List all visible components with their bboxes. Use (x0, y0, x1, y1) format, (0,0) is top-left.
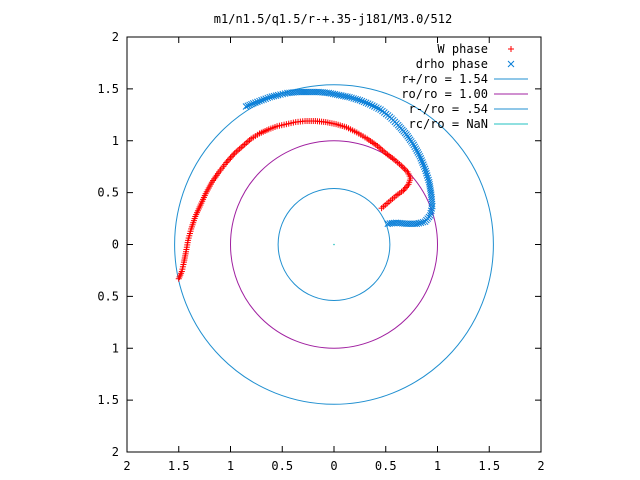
origin-dot (333, 243, 335, 246)
data-point-x (352, 95, 360, 103)
data-point-x (507, 60, 515, 68)
x-tick-label: 1 (434, 459, 441, 473)
data-point-x (350, 95, 358, 102)
data-point-x (371, 103, 378, 110)
reference-circles (174, 84, 494, 405)
data-point-x (384, 220, 392, 228)
data-point-x (362, 99, 370, 107)
data-point-x (264, 94, 272, 102)
data-point-x (373, 104, 380, 111)
data-point-x (254, 98, 261, 106)
legend-label: ro/ro = 1.00 (401, 87, 488, 101)
legend-label: W phase (437, 42, 488, 56)
y-tick-label: 1 (112, 134, 119, 148)
x-tick-label: 2 (123, 459, 130, 473)
data-point-x (375, 105, 382, 112)
reference-circle (174, 84, 494, 405)
data-point-x (425, 176, 432, 184)
data-point-x (421, 165, 429, 173)
data-point-x (413, 147, 421, 154)
data-point-x (412, 145, 420, 153)
data-point-x (427, 209, 435, 217)
data-point-x (258, 96, 265, 104)
data-point-x (268, 93, 276, 101)
reference-circle (277, 187, 391, 302)
data-point-x (417, 219, 425, 227)
data-point-x (417, 155, 425, 162)
x-tick-label: 1.5 (478, 459, 500, 473)
data-point-x (248, 100, 255, 108)
data-point-x (423, 169, 430, 177)
data-point-x (411, 143, 419, 151)
data-point-x (358, 97, 366, 105)
data-point-x (421, 218, 429, 226)
x-tick-label: 0 (330, 459, 337, 473)
data-point-x (420, 163, 428, 171)
y-tick-label: 1 (112, 341, 119, 355)
data-point-x (266, 93, 274, 101)
data-point-x (262, 95, 270, 103)
data-point-x (346, 93, 353, 101)
data-point-x (242, 103, 250, 110)
data-point-x (364, 100, 372, 107)
y-tick-label: 2 (112, 445, 119, 459)
data-point-x (422, 167, 430, 175)
axis-ticks (126, 36, 542, 453)
chart-title: m1/n1.5/q1.5/r-+.35-j181/M3.0/512 (214, 12, 452, 26)
data-point-plus (224, 157, 231, 164)
y-tick-label: 1.5 (97, 82, 119, 96)
data-point-x (386, 220, 394, 227)
x-tick-label: 1.5 (168, 459, 190, 473)
legend-label: r-/ro = .54 (409, 102, 488, 116)
data-point-x (420, 161, 427, 168)
data-point-x (354, 96, 362, 104)
data-point-x (251, 99, 259, 106)
data-point-x (249, 100, 257, 107)
data-point-x (419, 218, 427, 226)
reference-circle (230, 140, 438, 349)
data-point-x (423, 172, 431, 179)
legend-label: r+/ro = 1.54 (401, 72, 488, 86)
data-point-plus (508, 46, 514, 52)
data-point-x (416, 152, 424, 160)
data-point-x (418, 157, 425, 164)
data-point-x (260, 96, 267, 103)
x-tick-label: 0.5 (375, 459, 397, 473)
data-point-x (410, 141, 418, 149)
legend-label: rc/ro = NaN (409, 117, 488, 131)
data-point-plus (226, 156, 233, 163)
data-markers (175, 88, 436, 282)
data-point-x (424, 174, 432, 182)
x-tick-label: 1 (227, 459, 234, 473)
y-tick-label: 0.5 (97, 186, 119, 200)
y-tick-label: 1.5 (97, 393, 119, 407)
data-point-x (256, 97, 263, 105)
data-point-plus (230, 151, 237, 158)
legend-label: drho phase (416, 57, 488, 71)
y-axis-tick-labels: 2 1.5 1 0.5 0 0.5 1 1.5 2 (97, 30, 119, 459)
data-point-x (419, 159, 426, 166)
data-point-plus (378, 205, 385, 212)
y-tick-label: 0.5 (97, 289, 119, 303)
y-tick-label: 0 (112, 238, 119, 252)
data-point-plus (227, 154, 234, 161)
data-point-x (246, 101, 254, 109)
data-point-x (356, 96, 364, 104)
data-point-x (344, 93, 351, 101)
data-point-x (368, 102, 376, 109)
x-tick-label: 2 (537, 459, 544, 473)
x-axis-tick-labels: 2 1.5 1 0.5 0 0.5 1 1.5 2 (123, 459, 544, 473)
data-point-x (366, 101, 374, 108)
data-point-x (415, 151, 423, 158)
data-point-x (270, 92, 278, 100)
y-tick-label: 2 (112, 30, 119, 44)
data-point-x (360, 98, 368, 106)
data-point-x (244, 102, 252, 110)
data-point-x (414, 149, 422, 156)
data-point-x (348, 94, 355, 102)
data-point-plus (228, 153, 235, 160)
x-tick-label: 0.5 (271, 459, 293, 473)
